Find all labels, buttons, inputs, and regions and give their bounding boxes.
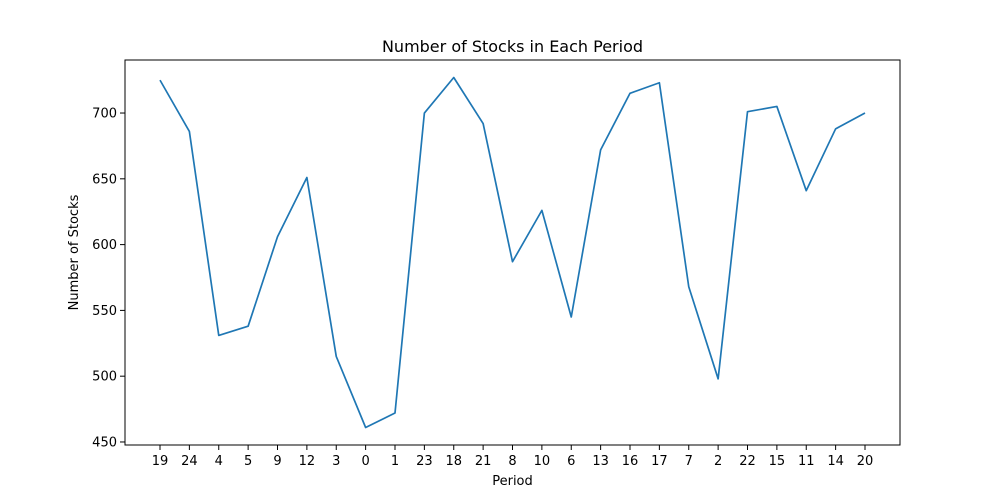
x-tick-label: 11 <box>798 454 815 469</box>
x-tick-label: 8 <box>508 454 516 469</box>
x-tick-label: 17 <box>651 454 668 469</box>
y-tick-label: 550 <box>92 304 117 319</box>
x-axis-label: Period <box>492 474 533 489</box>
x-tick-label: 10 <box>534 454 551 469</box>
x-tick-label: 12 <box>299 454 316 469</box>
x-tick-label: 14 <box>827 454 844 469</box>
x-tick-label: 5 <box>244 454 252 469</box>
axes-frame <box>124 59 901 446</box>
y-tick-label: 600 <box>92 238 117 253</box>
series-line-0 <box>159 76 866 429</box>
x-tick-label: 18 <box>445 454 462 469</box>
y-tick-label: 500 <box>92 370 117 385</box>
x-tick-label: 1 <box>391 454 399 469</box>
x-tick-label: 7 <box>685 454 693 469</box>
x-tick-label: 16 <box>622 454 639 469</box>
x-tick-label: 9 <box>273 454 281 469</box>
x-tick-label: 22 <box>739 454 756 469</box>
x-tick-label: 0 <box>361 454 369 469</box>
y-tick-label: 700 <box>92 107 117 122</box>
x-tick-label: 2 <box>714 454 722 469</box>
y-tick-label: 650 <box>92 172 117 187</box>
x-tick-label: 4 <box>215 454 223 469</box>
y-tick-label: 450 <box>92 435 117 450</box>
plot-area <box>159 76 866 429</box>
x-tick-label: 6 <box>567 454 575 469</box>
x-axis: 19 24 4 5 9 12 3 0 1 23 18 21 8 10 6 13 16 17 7 2 22 15 11 14 20 <box>152 445 874 469</box>
x-tick-label: 13 <box>592 454 609 469</box>
y-axis-label: Number of Stocks <box>67 194 82 310</box>
chart-title: Number of Stocks in Each Period <box>382 37 643 56</box>
x-tick-label: 21 <box>475 454 492 469</box>
x-tick-label: 23 <box>416 454 433 469</box>
x-tick-label: 3 <box>332 454 340 469</box>
x-tick-label: 15 <box>769 454 786 469</box>
x-tick-label: 20 <box>857 454 874 469</box>
x-tick-label: 19 <box>152 454 169 469</box>
y-axis: 450 500 550 600 650 700 <box>92 107 125 450</box>
x-tick-label: 24 <box>181 454 198 469</box>
